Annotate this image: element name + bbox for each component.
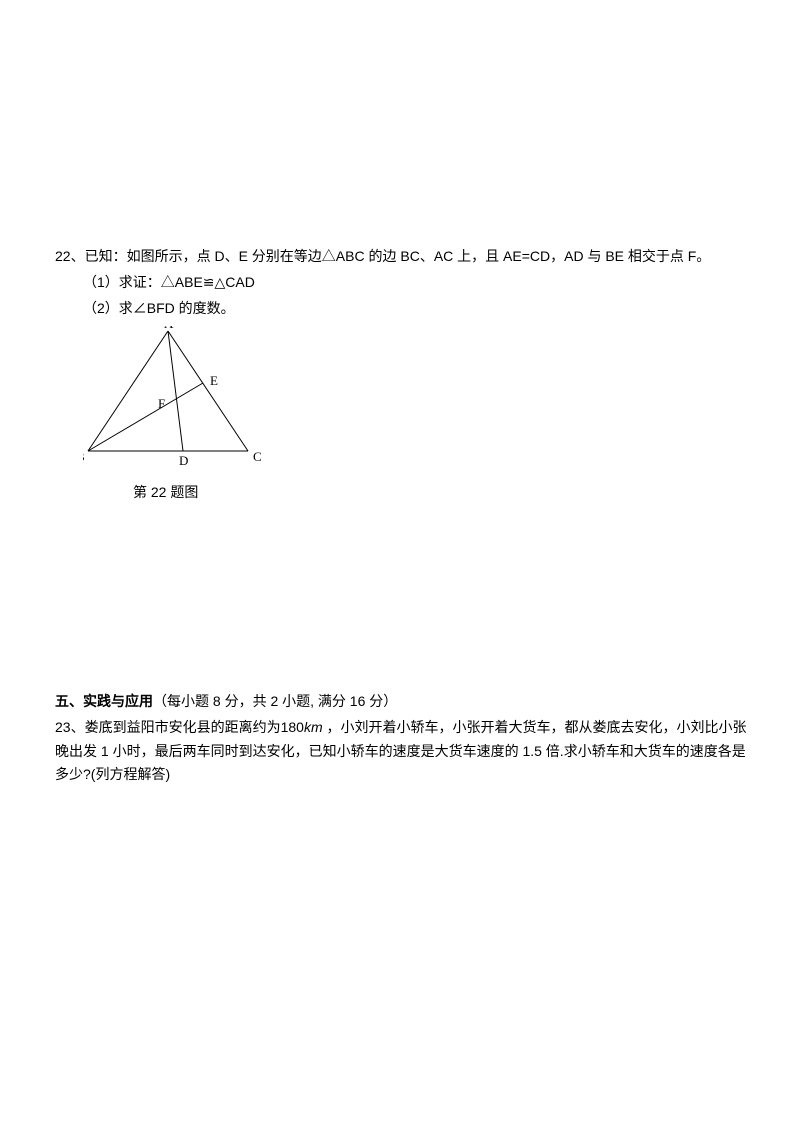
triangle-diagram: A B C D E F — [83, 326, 283, 471]
problem-22-intro: 22、已知：如图所示，点 D、E 分别在等边△ABC 的边 BC、AC 上，且 … — [55, 245, 750, 269]
problem-22-figure: A B C D E F 第 22 题图 — [83, 326, 750, 505]
svg-text:F: F — [158, 396, 165, 411]
svg-text:C: C — [253, 449, 262, 464]
problem-22-sub2: （2）求∠BFD 的度数。 — [55, 297, 750, 321]
problem-22-intro-text: 已知：如图所示，点 D、E 分别在等边△ABC 的边 BC、AC 上，且 AE=… — [85, 248, 711, 264]
section-5-header: 五、实践与应用（每小题 8 分，共 2 小题, 满分 16 分） — [55, 690, 750, 714]
svg-text:B: B — [83, 449, 85, 464]
problem-22-figure-caption: 第 22 题图 — [83, 481, 750, 505]
problem-22-number: 22、 — [55, 248, 85, 264]
section-5-heading: 五、实践与应用 — [55, 693, 153, 709]
problem-23-number: 23、 — [55, 719, 85, 735]
problem-23-distance-num: 180 — [281, 719, 304, 735]
problem-23-text-a: 娄底到益阳市安化县的距离约为 — [85, 719, 281, 735]
problem-22-sub1: （1）求证：△ABE≌△CAD — [55, 271, 750, 295]
section-5-meta: （每小题 8 分，共 2 小题, 满分 16 分） — [153, 693, 397, 709]
problem-23-distance-unit: km — [304, 719, 323, 735]
svg-text:D: D — [179, 453, 188, 468]
svg-text:A: A — [164, 326, 174, 331]
problem-23: 23、娄底到益阳市安化县的距离约为180km ，小刘开着小轿车，小张开着大货车，… — [55, 716, 750, 787]
svg-text:E: E — [210, 373, 218, 388]
